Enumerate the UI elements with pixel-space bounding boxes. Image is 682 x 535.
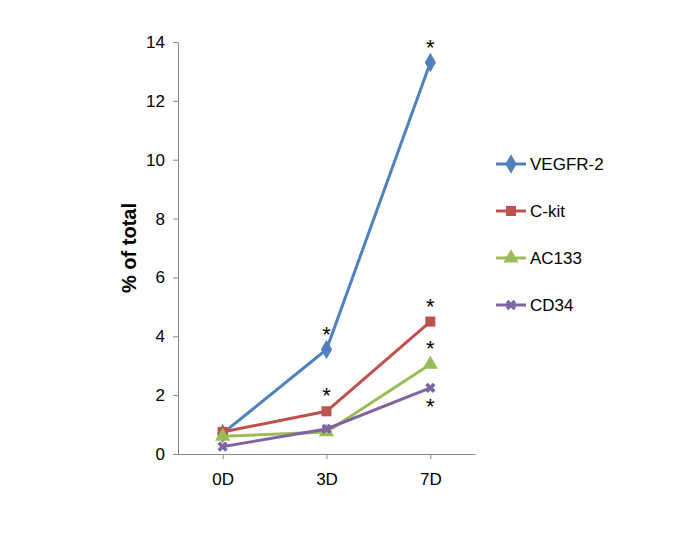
y-tick: 0 [156,445,178,464]
y-tick: 14 [146,33,178,52]
y-tick-label: 12 [146,92,165,111]
legend-label: AC133 [530,249,582,268]
x-tick-mark [430,454,431,459]
y-tick-mark [173,42,178,43]
x-tick-mark [223,454,224,459]
legend-label: C-kit [530,202,565,221]
y-tick-label: 10 [146,151,165,170]
y-tick: 12 [146,92,178,111]
legend: VEGFR-2 C-kit AC133 CD34 [496,154,604,315]
x-tick-label: 0D [212,470,234,489]
y-tick-label: 8 [156,210,165,229]
point [319,421,334,436]
y-tick-mark [173,219,178,220]
y-tick-label: 14 [146,33,165,52]
y-axis: 0 2 4 6 8 10 12 14 [146,33,178,464]
y-axis-title: % of total [118,203,140,293]
legend-label: VEGFR-2 [530,155,604,174]
plot-area [215,53,438,454]
y-tick-label: 4 [156,327,165,346]
series-line [223,322,431,432]
x-tick-label: 7D [420,470,442,489]
significance-mark: * [426,336,435,361]
x-tick-mark [327,454,328,459]
significance-mark: * [322,322,331,347]
x-tick: 7D [420,454,442,489]
legend-item: CD34 [496,296,573,315]
point [215,439,230,454]
significance-mark: * [426,394,435,419]
significance-mark: * [426,294,435,319]
legend-label: CD34 [530,296,573,315]
x-tick-label: 3D [316,470,338,489]
legend-item: VEGFR-2 [496,154,604,174]
legend-symbol [505,154,516,174]
y-tick-label: 6 [156,268,165,287]
significance-mark: * [322,383,331,408]
x-tick: 3D [316,454,338,489]
x-axis: 0D 3D 7D [179,454,476,489]
y-tick-mark [173,160,178,161]
legend-symbol [503,249,518,262]
series-line [223,63,431,434]
marker [215,428,230,441]
annotations: * * * * * * [322,35,435,419]
legend-marker [503,297,518,312]
legend-marker [506,206,516,216]
chart: 0 2 4 6 8 10 12 14 0D 3D 7D % of total * * * * * * VEGFR-2… [0,0,682,535]
y-tick-label: 0 [156,445,165,464]
y-tick: 2 [156,386,178,405]
y-tick: 4 [156,327,178,346]
legend-item: AC133 [496,249,582,268]
y-tick-mark [173,336,178,337]
y-tick: 8 [156,210,178,229]
x-tick: 0D [212,454,234,489]
marker [215,439,230,454]
y-tick-mark [173,101,178,102]
point [215,428,230,441]
y-axis-line [178,43,179,455]
significance-mark: * [426,35,435,60]
marker [319,421,334,436]
legend-symbol [503,297,518,312]
legend-marker [505,154,516,174]
legend-symbol [506,206,516,216]
y-tick: 10 [146,151,178,170]
y-tick-mark [173,395,178,396]
y-tick-mark [173,454,178,455]
y-tick-label: 2 [156,386,165,405]
y-tick-mark [173,277,178,278]
y-tick: 6 [156,268,178,287]
legend-marker [503,249,518,262]
legend-item: C-kit [496,202,565,221]
